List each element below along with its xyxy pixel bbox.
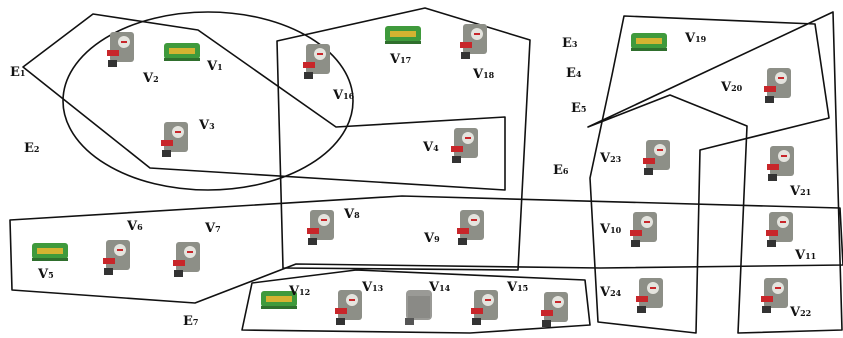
- hyperedge-e4-outline: [589, 15, 830, 334]
- vertex-label-v9: V9: [424, 231, 440, 246]
- hyperedge-e5-outline: [587, 11, 843, 334]
- vertex-label-v3: V3: [199, 118, 215, 133]
- gray-machine-icon: [762, 64, 794, 104]
- vertex-label-v4: V4: [423, 140, 439, 155]
- vertex-label-v7: V7: [205, 221, 221, 236]
- blurred-machine-icon: [402, 286, 434, 326]
- gray-machine-icon: [641, 136, 673, 176]
- vertex-label-v11: V11: [795, 248, 817, 263]
- hyperedge-e6-outline: [9, 195, 843, 304]
- gray-machine-icon: [759, 274, 791, 314]
- vertex-label-v18: V18: [473, 67, 495, 82]
- gray-machine-icon: [449, 124, 481, 164]
- hyperedge-e2-outline: [62, 11, 354, 191]
- hyperedge-label-e6: E6: [553, 163, 569, 178]
- hyperedge-e3-outline: [276, 7, 531, 271]
- gray-machine-icon: [539, 288, 571, 328]
- gray-machine-icon: [765, 142, 797, 182]
- vertex-label-v23: V23: [600, 151, 622, 166]
- vertex-label-v6: V6: [127, 219, 143, 234]
- gray-machine-icon: [171, 238, 203, 278]
- gray-machine-icon: [628, 208, 660, 248]
- hyperedge-label-e4: E4: [566, 66, 582, 81]
- hyperedge-label-e3: E3: [562, 36, 578, 51]
- gray-machine-icon: [305, 206, 337, 246]
- gray-machine-icon: [458, 20, 490, 60]
- vertex-label-v21: V21: [790, 184, 812, 199]
- green-machine-icon: [163, 40, 201, 62]
- hyperedge-label-e1: E1: [10, 65, 26, 80]
- gray-machine-icon: [159, 118, 191, 158]
- vertex-label-v17: V17: [390, 52, 412, 67]
- vertex-label-v20: V20: [721, 80, 743, 95]
- vertex-label-v16: V16: [333, 88, 355, 103]
- hyperedge-label-e2: E2: [24, 141, 40, 156]
- green-machine-icon: [260, 288, 298, 310]
- vertex-label-v24: V24: [600, 285, 622, 300]
- green-machine-icon: [384, 23, 422, 45]
- gray-machine-icon: [455, 206, 487, 246]
- hyperedge-label-e5: E5: [571, 101, 587, 116]
- gray-machine-icon: [105, 28, 137, 68]
- vertex-label-v1: V1: [207, 59, 223, 74]
- gray-machine-icon: [101, 236, 133, 276]
- hyperedge-e1-outline: [22, 13, 506, 191]
- green-machine-icon: [630, 30, 668, 52]
- hyperedge-label-e7: E7: [183, 314, 199, 329]
- vertex-label-v15: V15: [507, 280, 529, 295]
- vertex-label-v10: V10: [600, 222, 622, 237]
- vertex-label-v12: V12: [289, 284, 311, 299]
- gray-machine-icon: [301, 40, 333, 80]
- vertex-label-v2: V2: [143, 71, 159, 86]
- vertex-label-v8: V8: [344, 207, 360, 222]
- gray-machine-icon: [469, 286, 501, 326]
- gray-machine-icon: [764, 208, 796, 248]
- vertex-label-v5: V5: [38, 267, 54, 282]
- vertex-label-v22: V22: [790, 305, 812, 320]
- green-machine-icon: [31, 240, 69, 262]
- hyperedge-e7-outline: [241, 269, 591, 334]
- vertex-label-v14: V14: [429, 280, 451, 295]
- vertex-label-v19: V19: [685, 31, 707, 46]
- gray-machine-icon: [634, 274, 666, 314]
- gray-machine-icon: [333, 286, 365, 326]
- vertex-label-v13: V13: [362, 280, 384, 295]
